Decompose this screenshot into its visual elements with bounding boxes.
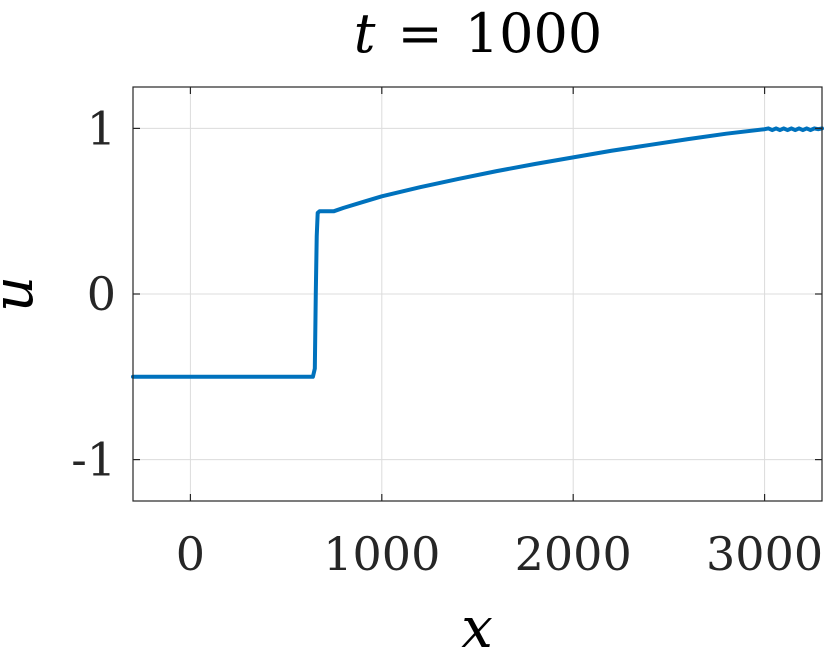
x-axis-label: x [461, 596, 493, 658]
y-tick-label: 0 [87, 267, 116, 321]
x-tick-labels: 0 1000 2000 3000 [176, 527, 823, 581]
series-line [131, 126, 824, 379]
title-value: 1000 [465, 2, 602, 65]
gridlines [133, 87, 822, 501]
y-tick-label: 1 [87, 101, 116, 155]
y-tick-label: -1 [71, 433, 116, 487]
x-tick-label: 1000 [323, 527, 440, 581]
title-operator: = [398, 2, 443, 65]
x-tick-label: 3000 [706, 527, 823, 581]
y-axis-label: u [0, 276, 46, 312]
x-tick-label: 2000 [515, 527, 632, 581]
series-group [131, 126, 824, 379]
x-tick-label: 0 [176, 527, 205, 581]
y-tick-labels: -1 0 1 [71, 101, 116, 486]
tick-marks [133, 87, 822, 501]
title-variable: t [354, 2, 376, 65]
chart-title: t = 1000 [354, 2, 602, 65]
